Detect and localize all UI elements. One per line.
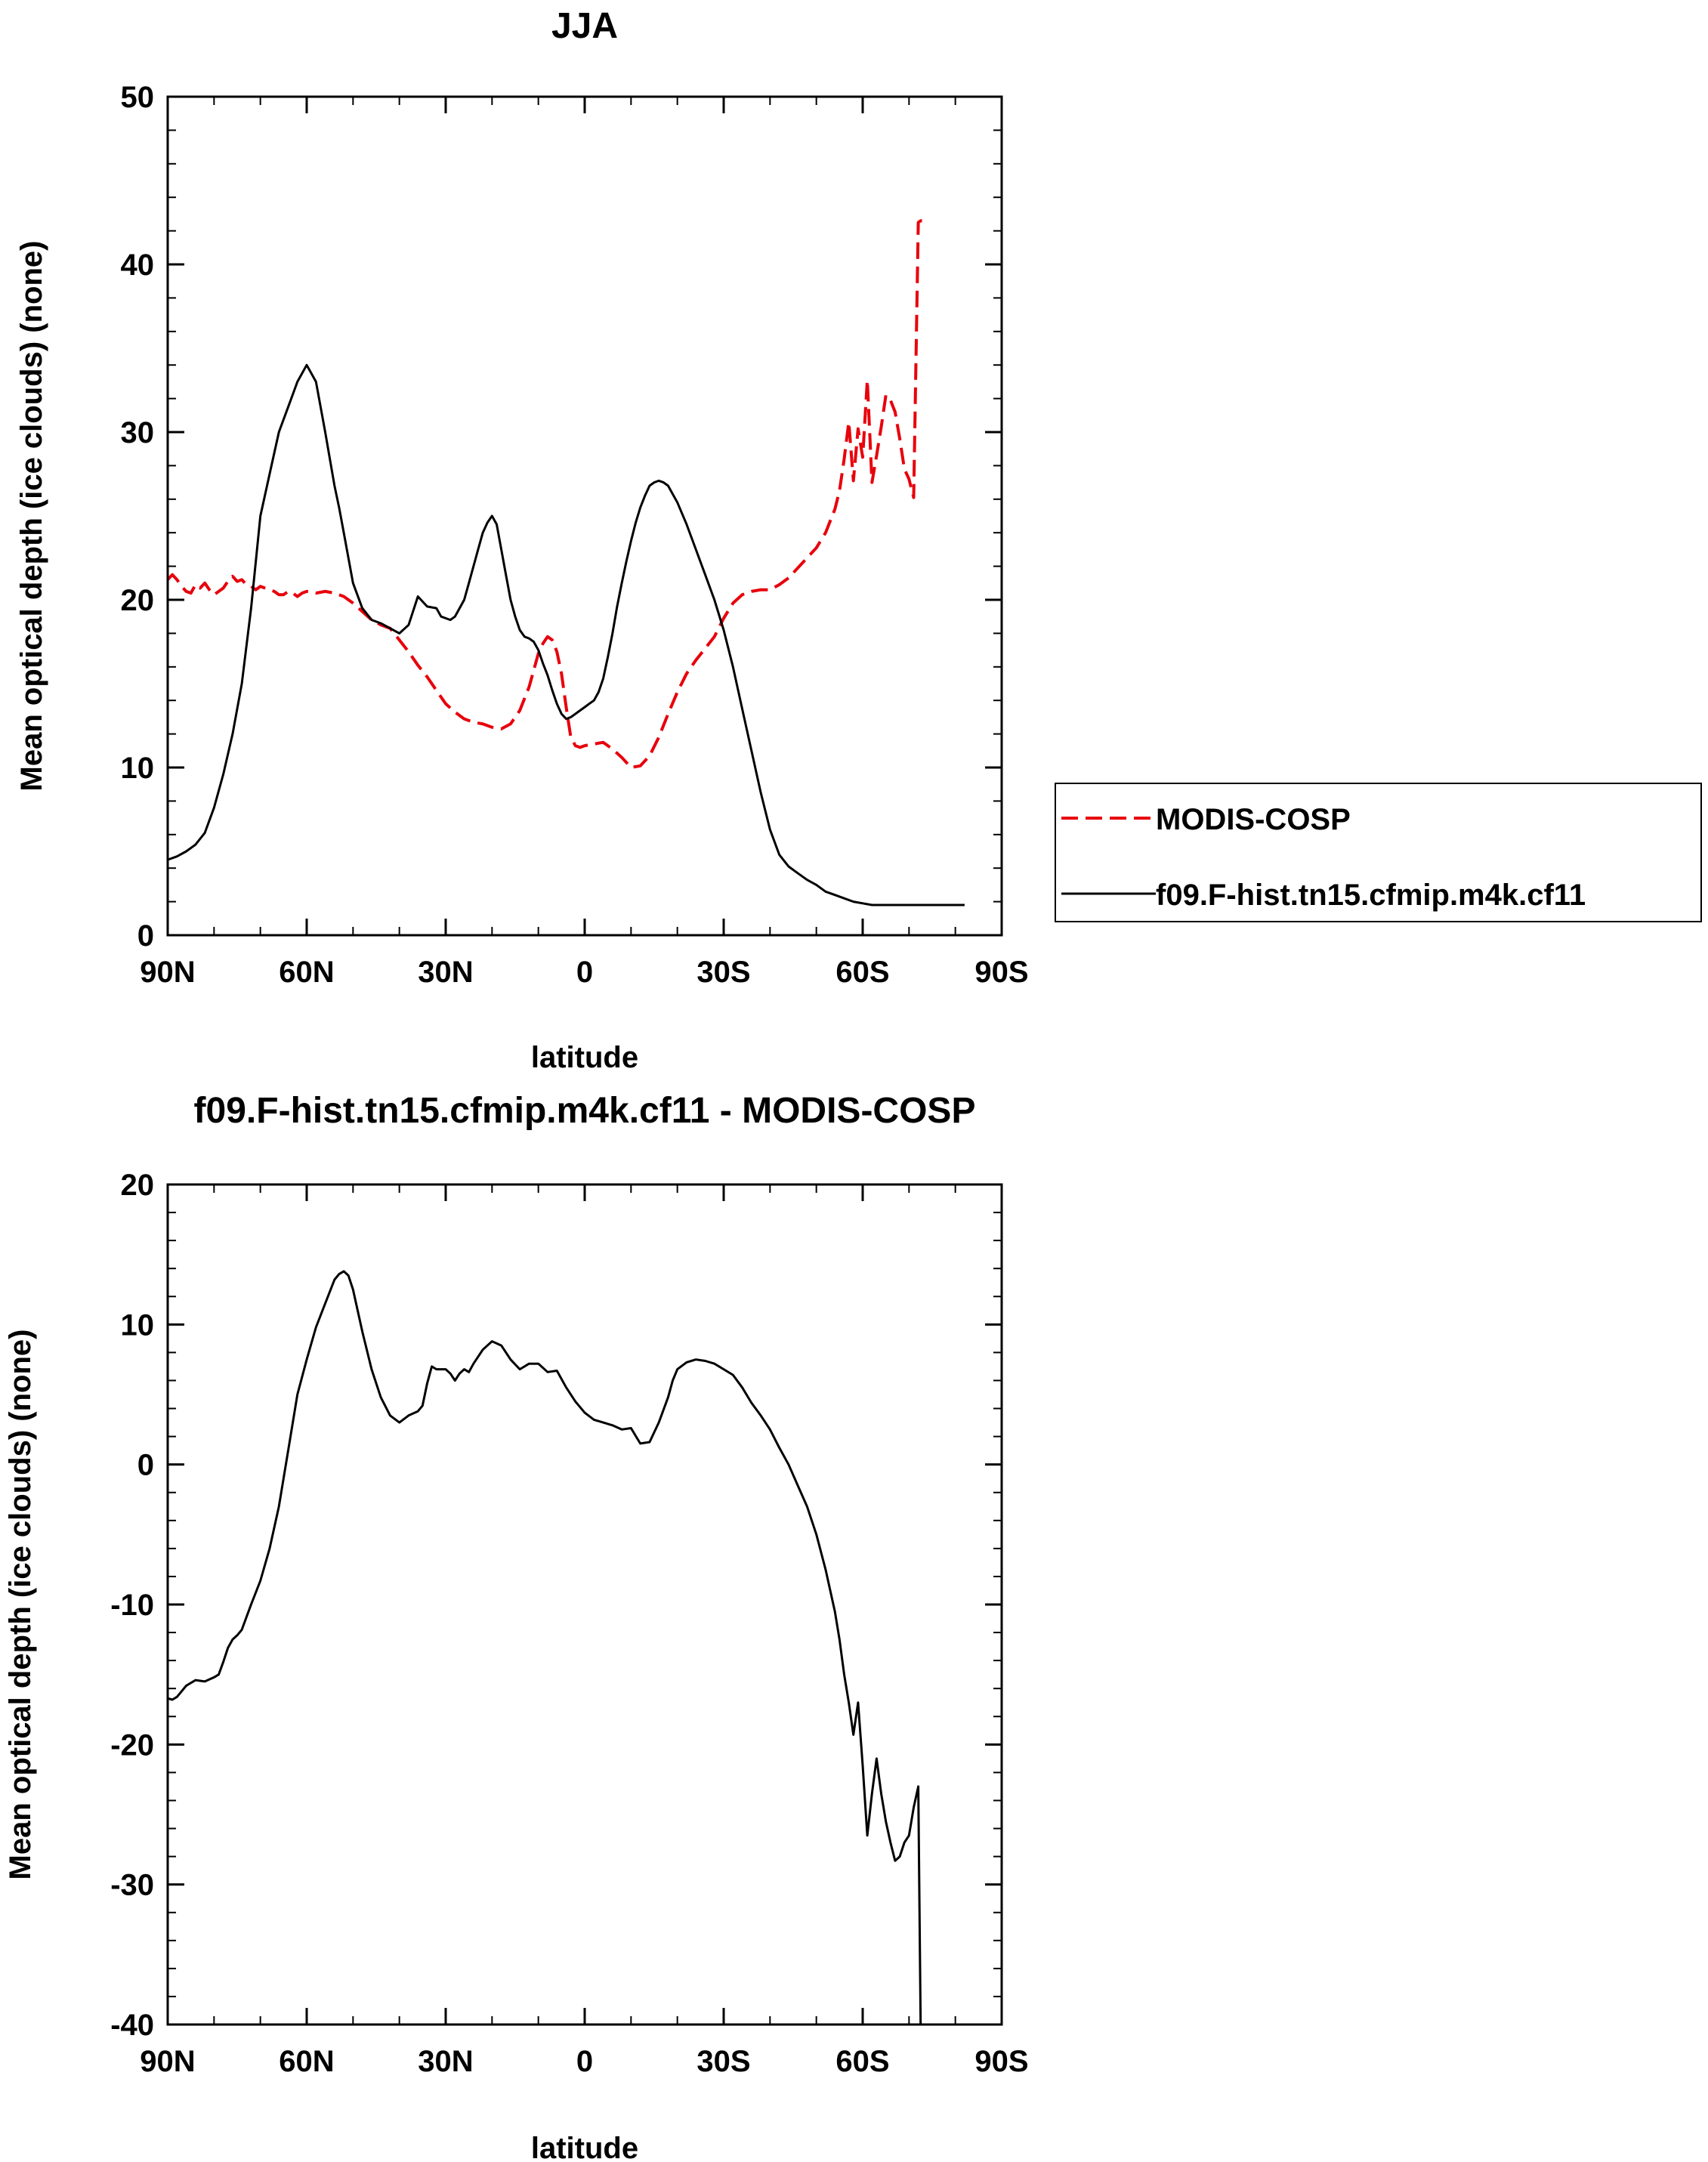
chart-top-ylabel: Mean optical depth (ice clouds) (none) — [15, 241, 48, 792]
y-tick-label: 20 — [121, 1169, 155, 1202]
x-tick-label: 90S — [974, 956, 1028, 989]
y-tick-label: 20 — [121, 584, 155, 617]
y-tick-label: -40 — [110, 2009, 154, 2042]
x-tick-label: 30S — [696, 2045, 750, 2078]
legend: MODIS-COSP f09.F-hist.tn15.cfmip.m4k.cf1… — [1055, 783, 1702, 922]
x-tick-label: 0 — [576, 2045, 593, 2078]
chart-bottom-xlabel: latitude — [531, 2132, 638, 2162]
chart-bottom-title: f09.F-hist.tn15.cfmip.m4k.cf11 - MODIS-C… — [194, 1091, 976, 1131]
x-tick-label: 90N — [140, 956, 195, 989]
x-tick-label: 60S — [835, 2045, 889, 2078]
chart-top-title: JJA — [551, 6, 618, 46]
x-tick-label: 90N — [140, 2045, 195, 2078]
y-tick-label: -20 — [110, 1728, 154, 1762]
y-tick-label: 40 — [121, 249, 155, 282]
x-tick-label: 60N — [279, 956, 334, 989]
y-tick-label: 30 — [121, 416, 155, 449]
legend-box — [1055, 783, 1702, 922]
chart-bottom: f09.F-hist.tn15.cfmip.m4k.cf11 - MODIS-C… — [4, 1091, 1029, 2162]
series-line-top-1 — [167, 363, 965, 906]
x-tick-label: 60N — [279, 2045, 334, 2078]
x-tick-label: 30S — [696, 956, 750, 989]
y-tick-label: 10 — [121, 752, 155, 785]
chart-top-xlabel: latitude — [531, 1041, 638, 1074]
chart-bottom-ylabel: Mean optical depth (ice clouds) (none) — [4, 1330, 37, 1880]
legend-label-model: f09.F-hist.tn15.cfmip.m4k.cf11 — [1156, 879, 1586, 912]
x-tick-label: 90S — [974, 2045, 1028, 2078]
series-line-bottom-0 — [167, 1270, 923, 2026]
series-line-top-0 — [166, 219, 923, 769]
y-tick-label: 10 — [121, 1308, 155, 1342]
y-tick-label: -10 — [110, 1589, 154, 1622]
legend-label-modis: MODIS-COSP — [1156, 803, 1351, 836]
chart-top-frame — [166, 95, 1003, 937]
y-tick-label: -30 — [110, 1869, 154, 1902]
x-tick-label: 0 — [576, 956, 593, 989]
x-tick-label: 30N — [418, 2045, 473, 2078]
x-tick-label: 60S — [835, 956, 889, 989]
y-tick-label: 0 — [137, 1449, 154, 1482]
x-tick-label: 30N — [418, 956, 473, 989]
y-tick-label: 50 — [121, 81, 155, 114]
y-tick-label: 0 — [137, 919, 154, 953]
chart-top: JJA 90N 60N 30N 0 30S 60S 90S 0 10 20 30 40 50 latit… — [15, 6, 1702, 1074]
chart-bottom-frame — [166, 1183, 1003, 2026]
